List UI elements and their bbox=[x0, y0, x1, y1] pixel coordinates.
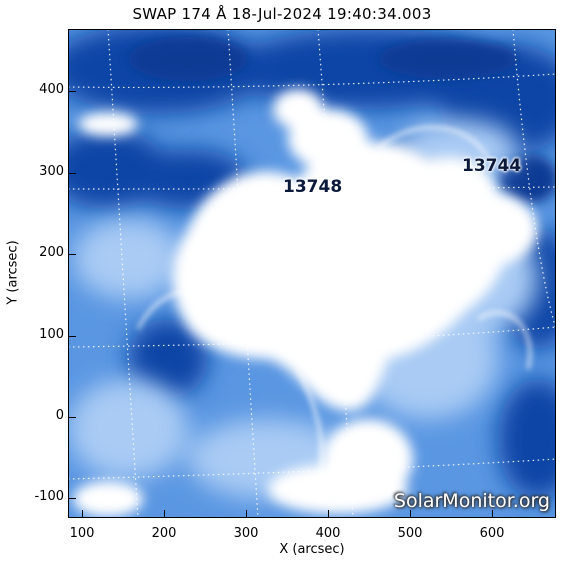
x-tick-label: 200 bbox=[151, 526, 177, 541]
y-tick-label: 300 bbox=[39, 164, 64, 179]
active-region-label: 13744 bbox=[462, 156, 522, 176]
active-region-label: 13748 bbox=[283, 177, 343, 197]
x-tick-label: 500 bbox=[397, 526, 423, 541]
x-tick-mark bbox=[328, 510, 329, 518]
x-tick-mark bbox=[82, 510, 83, 518]
plot-title: SWAP 174 Å 18-Jul-2024 19:40:34.003 bbox=[132, 5, 432, 23]
x-tick-label: 400 bbox=[315, 526, 341, 541]
x-axis-label: X (arcsec) bbox=[279, 542, 345, 557]
y-tick-mark bbox=[68, 173, 76, 174]
y-axis-label: Y (arcsec) bbox=[5, 240, 21, 305]
x-tick-mark bbox=[246, 510, 247, 518]
y-tick-label: 0 bbox=[55, 408, 64, 423]
y-tick-mark bbox=[68, 417, 76, 418]
x-tick-label: 600 bbox=[479, 526, 505, 541]
y-tick-label: 400 bbox=[39, 82, 64, 97]
x-tick-label: 100 bbox=[69, 526, 95, 541]
x-tick-label: 300 bbox=[233, 526, 259, 541]
y-tick-mark bbox=[68, 91, 76, 92]
x-tick-mark bbox=[164, 510, 165, 518]
solar-image bbox=[68, 29, 556, 518]
y-tick-label: 100 bbox=[39, 327, 64, 342]
x-tick-mark bbox=[492, 510, 493, 518]
watermark: SolarMonitor.org bbox=[393, 490, 550, 512]
x-tick-mark bbox=[410, 510, 411, 518]
y-tick-mark bbox=[68, 498, 76, 499]
swap-euv-image bbox=[68, 29, 556, 518]
y-tick-mark bbox=[68, 336, 76, 337]
y-tick-label: 200 bbox=[39, 245, 64, 260]
y-tick-label: -100 bbox=[34, 489, 64, 504]
y-tick-mark bbox=[68, 254, 76, 255]
